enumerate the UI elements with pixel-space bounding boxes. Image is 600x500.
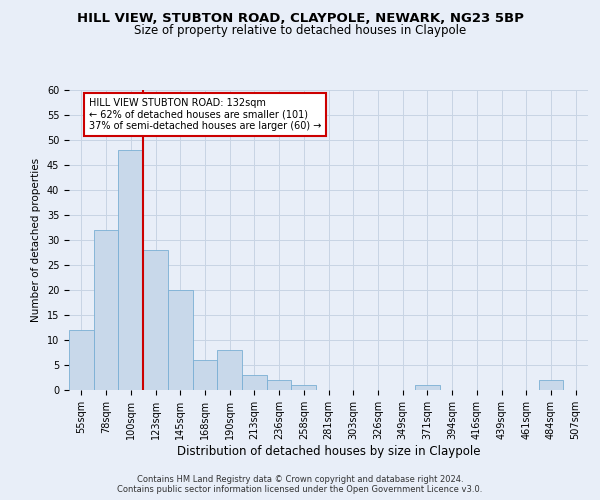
X-axis label: Distribution of detached houses by size in Claypole: Distribution of detached houses by size … (177, 444, 480, 458)
Bar (292, 385, 316, 390)
Bar (143, 250, 168, 390)
Text: Size of property relative to detached houses in Claypole: Size of property relative to detached ho… (134, 24, 466, 37)
Bar (94, 230, 118, 390)
Bar (539, 380, 563, 390)
Text: HILL VIEW, STUBTON ROAD, CLAYPOLE, NEWARK, NG23 5BP: HILL VIEW, STUBTON ROAD, CLAYPOLE, NEWAR… (77, 12, 523, 26)
Bar (267, 380, 292, 390)
Bar (69, 330, 94, 390)
Bar (193, 360, 217, 390)
Text: HILL VIEW STUBTON ROAD: 132sqm
← 62% of detached houses are smaller (101)
37% of: HILL VIEW STUBTON ROAD: 132sqm ← 62% of … (89, 98, 321, 130)
Text: Contains HM Land Registry data © Crown copyright and database right 2024.
Contai: Contains HM Land Registry data © Crown c… (118, 474, 482, 494)
Bar (242, 375, 267, 390)
Bar (217, 350, 242, 390)
Bar (118, 150, 143, 390)
Bar (168, 290, 193, 390)
Bar (415, 385, 440, 390)
Y-axis label: Number of detached properties: Number of detached properties (31, 158, 41, 322)
